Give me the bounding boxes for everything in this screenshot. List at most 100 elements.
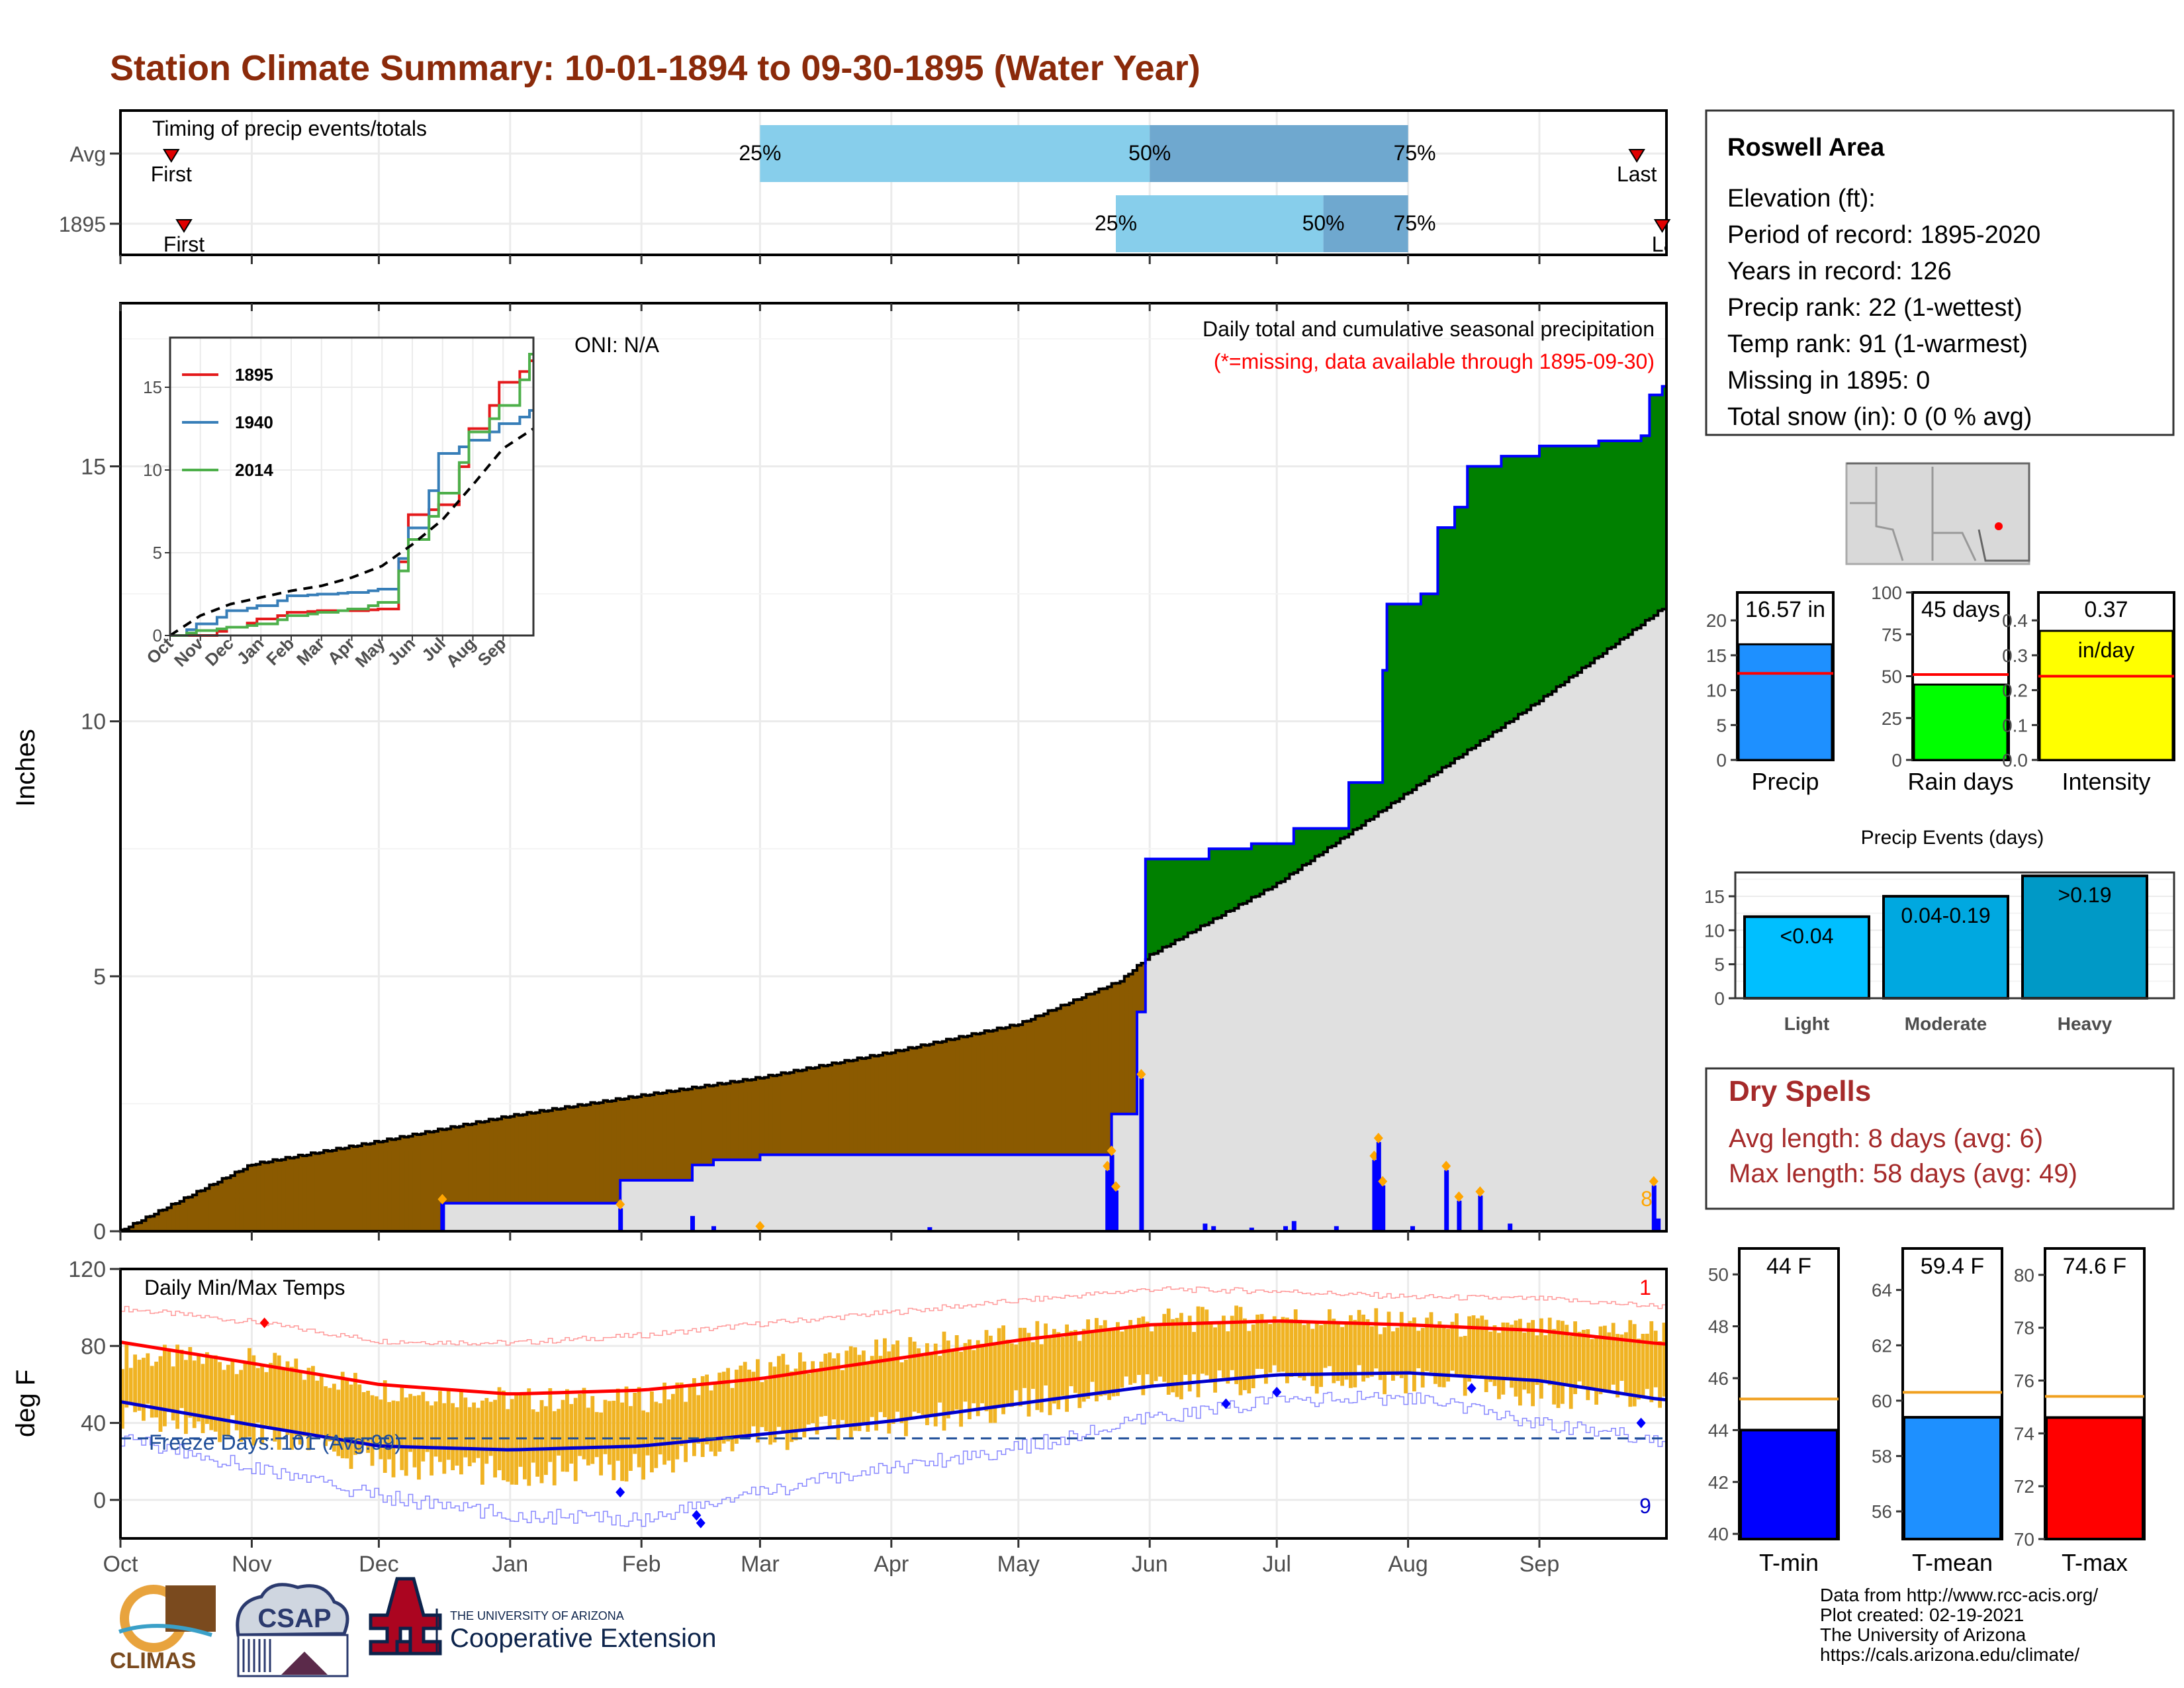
daily-temp-bar xyxy=(629,1406,633,1471)
temp-bar-y-tick: 78 xyxy=(2014,1318,2034,1338)
region-outline xyxy=(1846,462,2030,562)
daily-temp-bar xyxy=(671,1393,675,1473)
daily-temp-bar xyxy=(912,1341,917,1412)
daily-temp-bar xyxy=(1573,1321,1577,1395)
daily-temp-bar xyxy=(946,1340,950,1419)
daily-temp-bar xyxy=(315,1380,320,1439)
daily-precip-bar xyxy=(1334,1226,1339,1231)
daily-temp-bar xyxy=(1420,1328,1425,1388)
daily-temp-bar xyxy=(675,1382,680,1460)
daily-precip-bar xyxy=(1291,1221,1297,1231)
daily-temp-bar xyxy=(1023,1327,1026,1388)
daily-temp-bar xyxy=(1158,1325,1162,1377)
daily-temp-bar xyxy=(1547,1317,1552,1385)
temp-bar-label: T-min xyxy=(1759,1549,1819,1576)
record-marker xyxy=(1467,1383,1477,1394)
daily-temp-bar xyxy=(1171,1319,1175,1393)
ua-a-logo xyxy=(369,1577,442,1656)
daily-temp-bar xyxy=(133,1354,137,1413)
mini-bar-label: Precip xyxy=(1751,768,1819,795)
daily-temp-bar xyxy=(285,1361,290,1435)
daily-temp-bar xyxy=(1077,1340,1082,1409)
daily-temp-bar xyxy=(709,1390,713,1452)
daily-temp-bar xyxy=(1234,1305,1238,1384)
daily-temp-bar xyxy=(1370,1326,1374,1377)
station-info-line: Missing in 1895: 0 xyxy=(1727,367,1930,395)
mini-bar-y-tick: 100 xyxy=(1871,583,1902,603)
daily-temp-bar xyxy=(1476,1318,1480,1376)
daily-temp-bar xyxy=(735,1370,739,1444)
daily-temp-bar xyxy=(811,1361,815,1423)
daily-temp-bar xyxy=(942,1331,946,1431)
daily-temp-bar xyxy=(777,1356,781,1427)
daily-temp-bar xyxy=(1293,1309,1298,1374)
daily-temp-bar xyxy=(760,1382,764,1427)
daily-temp-bar xyxy=(230,1360,235,1415)
climas-emblem-block xyxy=(165,1585,216,1632)
daily-temp-bar xyxy=(1455,1313,1459,1376)
daily-temp-bar xyxy=(1645,1333,1649,1389)
normal-cumulative-line xyxy=(120,608,1666,1231)
daily-temp-bar xyxy=(721,1372,726,1444)
daily-precip-bar xyxy=(1444,1170,1449,1231)
daily-temp-bar xyxy=(1060,1336,1065,1396)
daily-temp-bar xyxy=(421,1391,426,1462)
temp-bar-value: 74.6 F xyxy=(2063,1254,2126,1279)
daily-temp-bar xyxy=(1018,1327,1023,1407)
daily-temp-bar xyxy=(391,1400,396,1477)
daily-temp-bar xyxy=(1243,1318,1247,1391)
daily-temp-bar xyxy=(921,1356,925,1415)
dry-spells-box xyxy=(1705,1067,2175,1210)
daily-temp-bar xyxy=(917,1348,921,1413)
daily-temp-bar xyxy=(179,1349,184,1409)
credits: Data from http://www.rcc-acis.org/ Plot … xyxy=(1820,1585,2098,1665)
daily-temp-bar xyxy=(705,1374,709,1445)
daily-precip-bar xyxy=(1249,1227,1254,1231)
daily-temp-bar xyxy=(548,1388,553,1462)
daily-temp-bar xyxy=(569,1404,574,1464)
daily-precip-bar xyxy=(1203,1223,1208,1231)
daily-temp-bar xyxy=(1183,1325,1188,1375)
logos: CLIMAS CSAP THE UNIVERSITY OF ARIZONA Coope… xyxy=(110,1577,716,1677)
daily-temp-bar xyxy=(281,1368,285,1429)
daily-precip-bar xyxy=(1457,1200,1462,1231)
events-y-tick: 10 xyxy=(1704,920,1725,941)
daily-temp-bar xyxy=(531,1409,535,1463)
daily-temp-bar xyxy=(599,1412,603,1476)
daily-temp-bar xyxy=(1459,1336,1463,1376)
daily-temp-bar xyxy=(128,1368,133,1404)
daily-temp-bar xyxy=(383,1380,387,1473)
mini-bar-value: 16.57 in xyxy=(1745,597,1825,622)
daily-temp-bar xyxy=(1404,1323,1408,1393)
daily-temp-bar xyxy=(1065,1324,1069,1412)
month-axis: Oct Nov Dec Jan Feb Mar Apr May Jun Jul Aug Sep xyxy=(103,255,1559,1577)
mini-bar-y-tick: 50 xyxy=(1882,667,1902,687)
daily-temp-bar xyxy=(726,1368,730,1442)
daily-temp-bar xyxy=(717,1372,722,1452)
record-marker xyxy=(1272,1387,1282,1398)
precip-frame xyxy=(119,302,1668,1233)
page-title: Station Climate Summary: 10-01-1894 to 0… xyxy=(110,48,1201,88)
daily-temp-bar xyxy=(273,1352,277,1442)
precip-y-label: Inches xyxy=(11,729,40,807)
daily-temp-bar xyxy=(1044,1323,1048,1385)
daily-temp-bar xyxy=(171,1366,175,1421)
temp-bar-y-tick: 56 xyxy=(1872,1501,1892,1522)
temp-bar-label: T-max xyxy=(2062,1549,2128,1576)
daily-precip-bar xyxy=(1211,1226,1216,1231)
daily-precip-bar xyxy=(1109,1154,1115,1231)
temp-bar-y-tick: 80 xyxy=(2014,1265,2034,1286)
daily-temp-bar xyxy=(1437,1321,1442,1387)
daily-temp-bar xyxy=(480,1400,484,1485)
right-panels: Roswell Area Elevation (ft): Period of rec… xyxy=(1704,109,2175,1576)
daily-precip-bar xyxy=(690,1215,695,1231)
event-bar-label: Moderate xyxy=(1905,1013,1987,1034)
daily-temp-bar xyxy=(1514,1320,1518,1397)
inset-y-tick: 15 xyxy=(143,377,162,397)
daily-temp-bar xyxy=(1518,1319,1522,1406)
daily-temp-bar xyxy=(785,1364,790,1450)
month-label: Dec xyxy=(359,1552,398,1577)
daily-temp-bar xyxy=(336,1389,341,1456)
dry-spells-max: Max length: 58 days (avg: 49) xyxy=(1729,1159,2077,1188)
